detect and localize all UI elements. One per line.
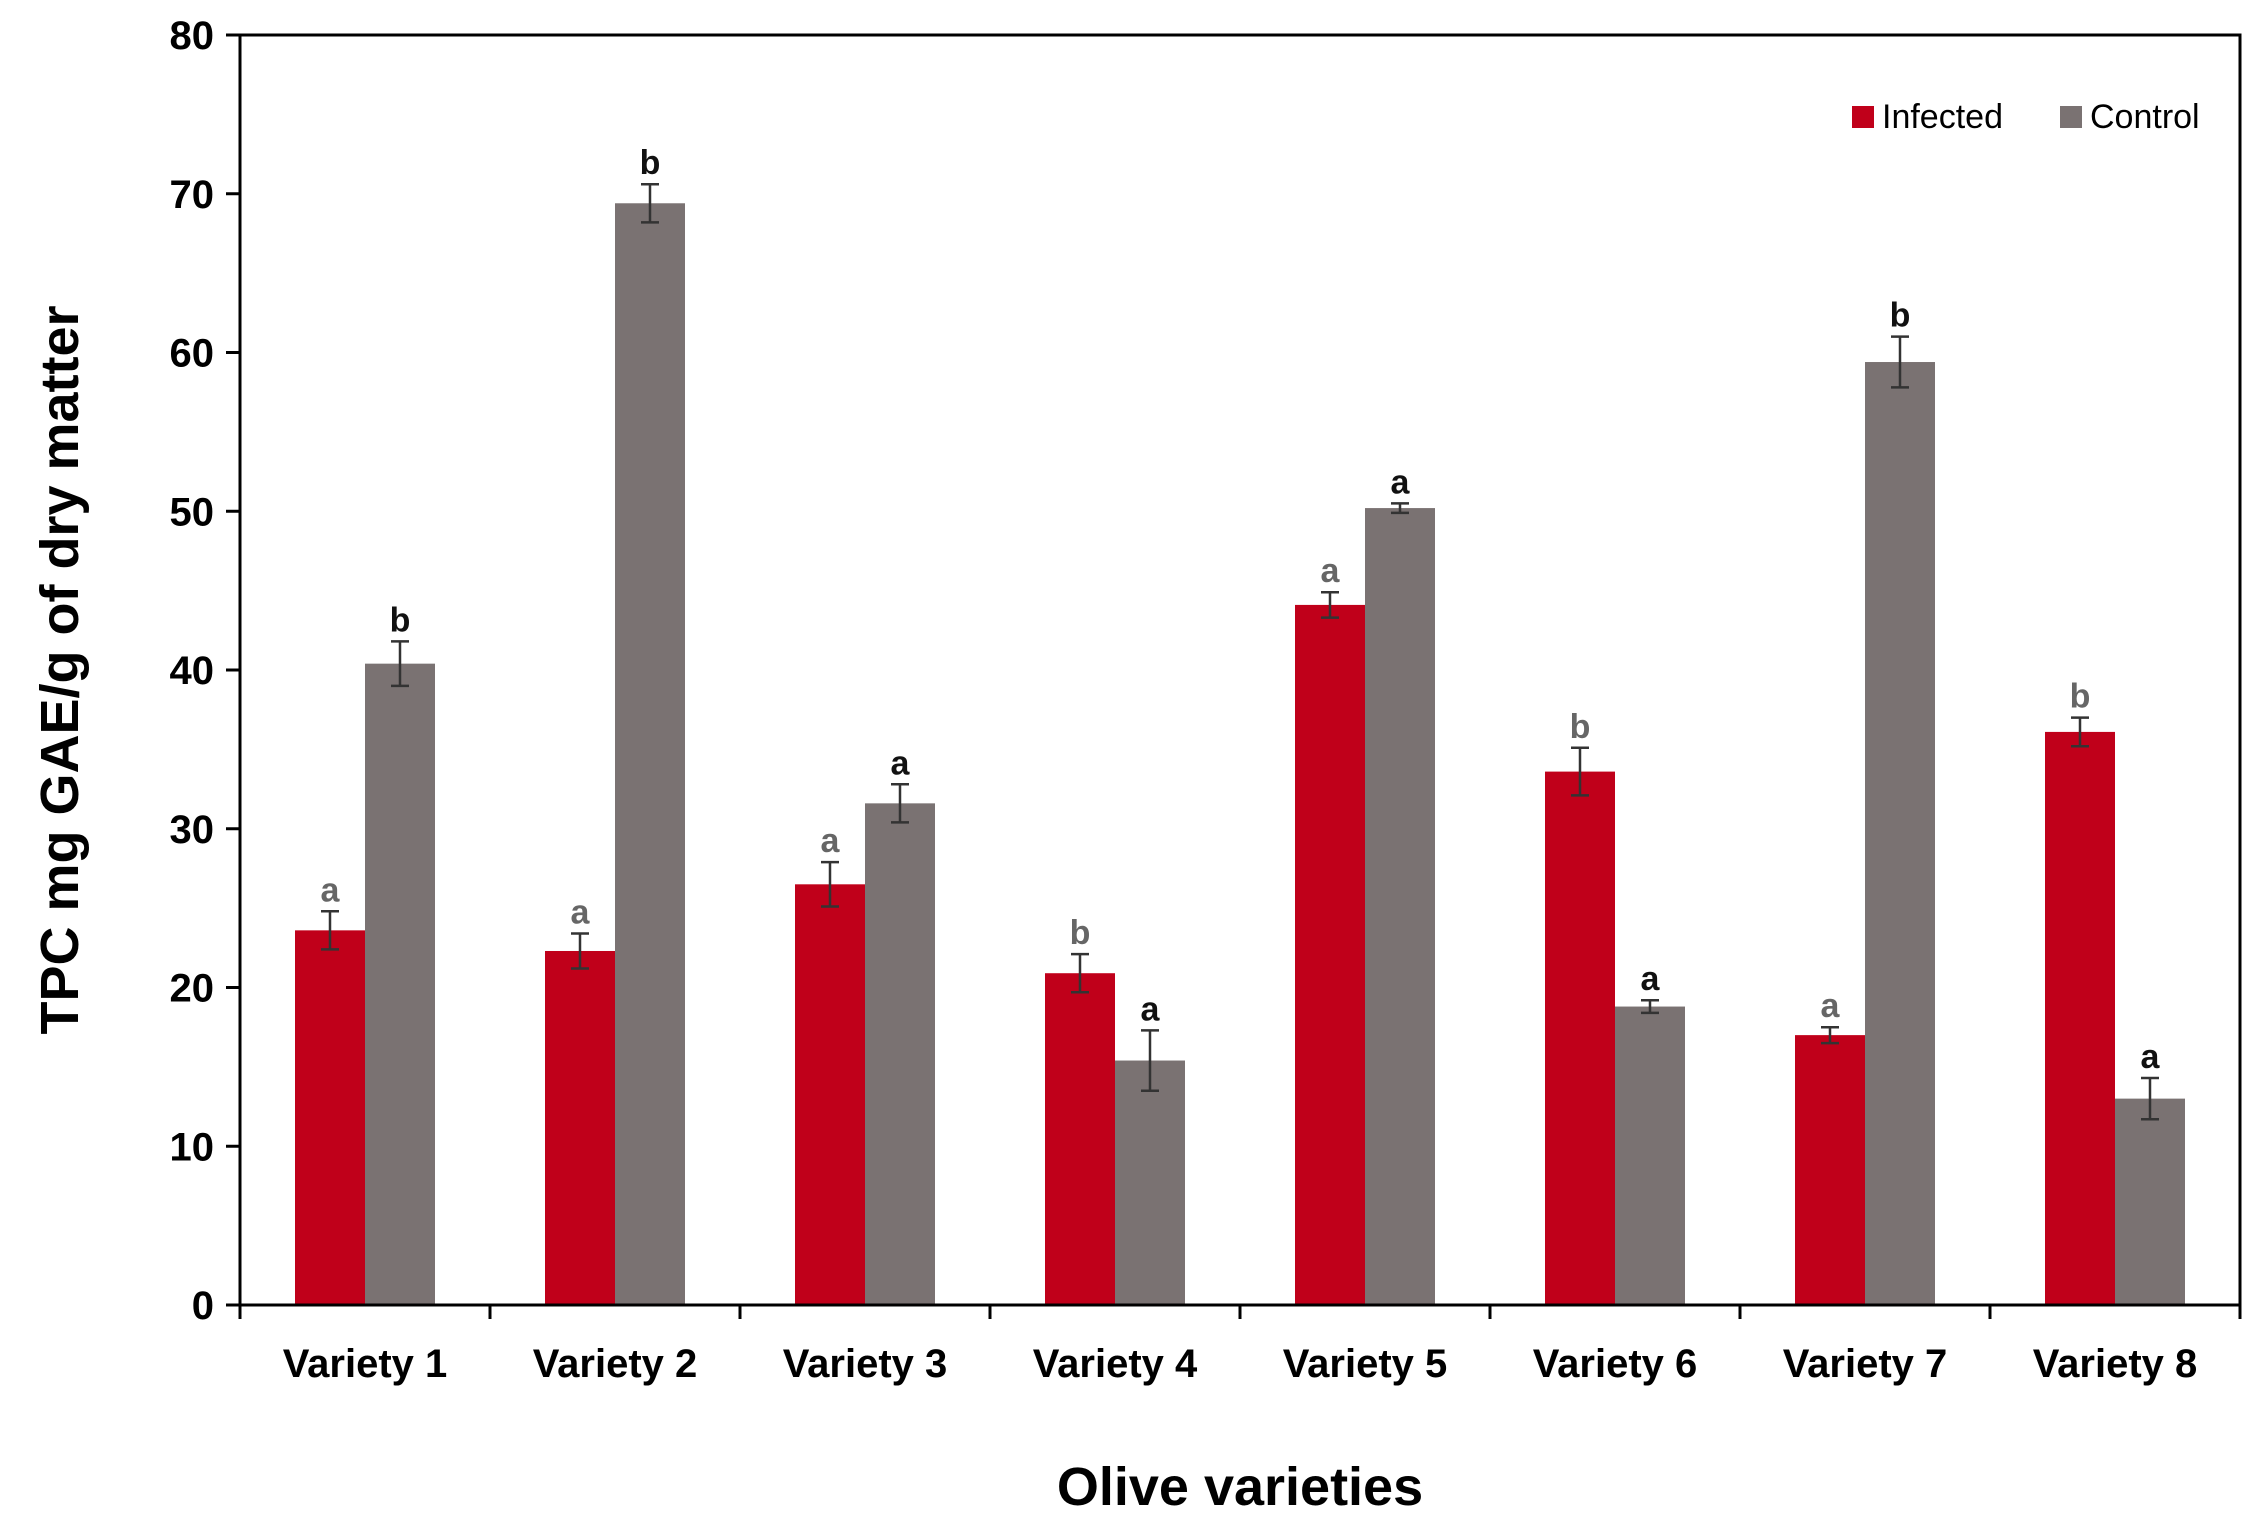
significance-letter: a [1821,987,1841,1025]
legend: Infected Control [1852,98,2200,136]
bar-control [1115,1060,1185,1305]
y-tick-label: 70 [170,173,215,217]
significance-letter: a [1321,552,1341,590]
significance-letter: a [1391,463,1411,501]
bar-control [365,663,435,1305]
significance-letter: a [321,871,341,909]
significance-letter: b [1890,297,1911,335]
y-tick-label: 10 [170,1125,215,1169]
legend-swatch-control [2060,106,2082,128]
plot-frame [238,33,2242,1307]
bar-infected [1795,1035,1865,1305]
significance-letter: a [821,822,841,860]
bar-control [2115,1098,2185,1305]
significance-letter: b [390,601,411,639]
y-tick-label: 50 [170,490,215,534]
significance-letter: a [2141,1038,2161,1076]
significance-letter: b [640,144,661,182]
bar-control [615,203,685,1305]
bar-infected [295,930,365,1305]
y-tick-label: 30 [170,808,215,852]
x-category-label: Variety 2 [533,1342,698,1386]
x-category-label: Variety 8 [2033,1342,2198,1386]
x-category-label: Variety 4 [1033,1342,1198,1386]
y-tick-label: 20 [170,967,215,1011]
y-tick-label: 60 [170,332,215,376]
y-tick-label: 80 [170,14,215,58]
bar-infected [2045,731,2115,1305]
bar-control [1615,1006,1685,1305]
legend-swatch-infected [1852,106,1874,128]
significance-letter: a [1141,990,1161,1028]
bar-infected [1295,604,1365,1305]
legend-label-infected: Infected [1882,98,2003,136]
y-axis-title: TPC mg GAE/g of dry matter [30,305,90,1034]
x-category-label: Variety 7 [1783,1342,1948,1386]
bars-layer [295,182,2185,1305]
x-axis-title: Olive varieties [1057,1457,1423,1517]
y-tick-label: 40 [170,649,215,693]
bar-control [865,803,935,1305]
bar-infected [1545,771,1615,1305]
legend-label-control: Control [2090,98,2200,136]
bar-infected [545,950,615,1305]
bar-control [1865,362,1935,1305]
x-category-label: Variety 5 [1283,1342,1448,1386]
bar-control [1365,508,1435,1305]
axes-layer [226,33,2242,1319]
significance-letter: a [891,744,911,782]
significance-letter: b [2070,678,2091,716]
x-category-label: Variety 6 [1533,1342,1698,1386]
significance-letter: b [1070,914,1091,952]
labels-layer: 0 10 20 30 40 50 60 70 80 a b Variety 1 a b Variety 2 a… [30,14,2197,1517]
bar-infected [795,884,865,1305]
significance-letter: a [571,894,591,932]
bar-infected [1045,973,1115,1305]
significance-letter: a [1641,960,1661,998]
x-category-label: Variety 3 [783,1342,948,1386]
x-category-label: Variety 1 [283,1342,448,1386]
significance-letter: b [1570,708,1591,746]
y-tick-label: 0 [192,1284,214,1328]
